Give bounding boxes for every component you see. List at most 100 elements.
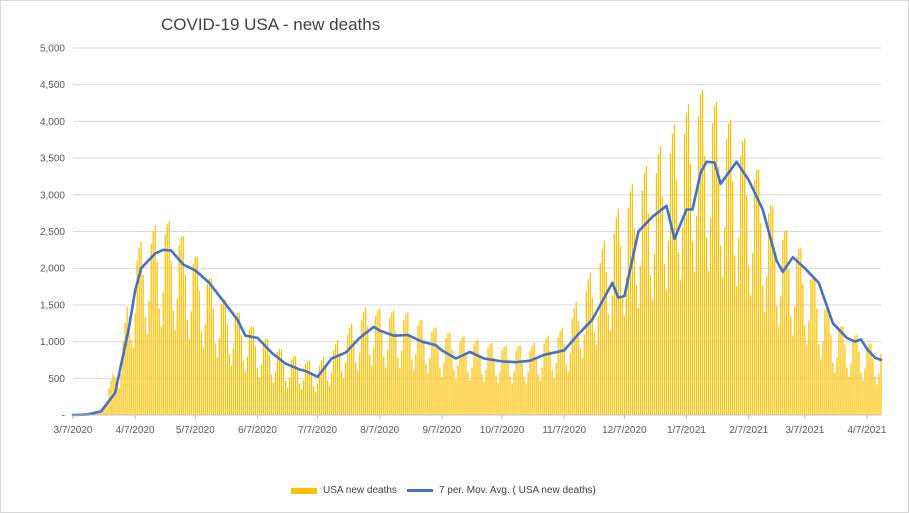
- bar: [782, 239, 784, 415]
- bar: [822, 341, 824, 415]
- bar: [463, 336, 465, 415]
- bar: [238, 313, 241, 415]
- bar: [140, 241, 142, 415]
- x-tick-label: 6/7/2020: [238, 425, 277, 436]
- bar: [689, 164, 692, 415]
- bar: [758, 169, 760, 415]
- bar: [517, 346, 519, 415]
- bar: [429, 358, 431, 415]
- bar: [591, 297, 593, 415]
- bar: [589, 272, 591, 415]
- bar: [345, 362, 347, 415]
- bar: [615, 217, 617, 415]
- bar: [529, 350, 531, 415]
- bar: [166, 223, 168, 415]
- bar: [623, 315, 625, 415]
- bar: [156, 261, 158, 415]
- bar: [738, 238, 740, 415]
- bar: [100, 411, 102, 415]
- chart-title: COVID-19 USA - new deaths: [161, 15, 381, 34]
- bar: [872, 358, 874, 415]
- x-tick-label: 11/7/2020: [542, 425, 586, 436]
- bar: [505, 345, 507, 415]
- x-tick-label: 4/7/2021: [847, 425, 886, 436]
- bar: [341, 371, 343, 415]
- bar: [790, 316, 792, 415]
- bar: [168, 221, 170, 415]
- bar: [180, 237, 182, 415]
- bar: [621, 296, 623, 415]
- bar: [750, 295, 752, 415]
- x-tick-label: 10/7/2020: [480, 425, 525, 436]
- bar: [687, 104, 690, 415]
- x-tick-label: 8/7/2020: [360, 425, 399, 436]
- bar: [754, 179, 756, 415]
- y-tick-label: 1,000: [40, 337, 65, 348]
- bar: [246, 356, 249, 415]
- bar: [764, 311, 766, 415]
- bar: [316, 383, 319, 415]
- legend-line-label: 7 per. Mov. Avg. ( USA new deaths): [438, 485, 596, 496]
- bar: [798, 249, 800, 415]
- bar: [581, 358, 583, 415]
- x-tick-label: 5/7/2020: [176, 425, 215, 436]
- bar: [284, 380, 287, 415]
- bar: [242, 361, 245, 415]
- bar: [497, 383, 499, 415]
- bar: [102, 409, 104, 415]
- bar: [335, 343, 337, 415]
- bar: [314, 391, 317, 415]
- bar: [361, 320, 363, 415]
- bar: [820, 359, 822, 415]
- y-tick-label: 1,500: [40, 300, 65, 311]
- bar: [762, 285, 764, 415]
- bar: [270, 374, 273, 415]
- bar: [455, 378, 457, 415]
- bar: [866, 347, 868, 415]
- bar: [152, 231, 154, 415]
- bar: [780, 295, 782, 415]
- bar: [457, 365, 459, 415]
- bar: [633, 228, 636, 415]
- bar: [870, 343, 872, 415]
- bar: [659, 146, 662, 415]
- bar: [575, 301, 577, 415]
- bar: [599, 263, 601, 415]
- bar: [507, 359, 509, 415]
- bar: [617, 208, 619, 415]
- legend-line-swatch: [406, 489, 433, 492]
- bar: [673, 124, 676, 415]
- bar: [304, 363, 307, 415]
- bar: [653, 253, 656, 415]
- bar: [541, 367, 543, 415]
- legend-item-bars: USA new deaths: [291, 485, 397, 496]
- bar: [437, 345, 439, 415]
- bar: [308, 360, 311, 415]
- bar: [409, 333, 411, 415]
- bar: [118, 388, 120, 415]
- bar: [250, 326, 253, 415]
- bar: [880, 354, 882, 415]
- bar: [609, 330, 611, 415]
- bar: [619, 246, 621, 415]
- bar: [343, 378, 345, 415]
- bar: [176, 298, 178, 415]
- bar: [266, 338, 269, 415]
- bar-series: [72, 89, 882, 416]
- bar: [391, 312, 393, 415]
- bar: [663, 263, 666, 415]
- bar: [744, 138, 746, 416]
- bar: [244, 371, 247, 415]
- bar: [351, 323, 353, 415]
- bar: [812, 275, 814, 415]
- bar: [734, 255, 736, 415]
- bar: [711, 123, 714, 416]
- bar: [321, 360, 323, 415]
- bar: [230, 365, 233, 415]
- y-tick-label: 4,000: [40, 117, 65, 128]
- bar: [583, 334, 585, 415]
- bar: [306, 361, 309, 415]
- bar: [806, 344, 808, 415]
- bar: [318, 365, 321, 415]
